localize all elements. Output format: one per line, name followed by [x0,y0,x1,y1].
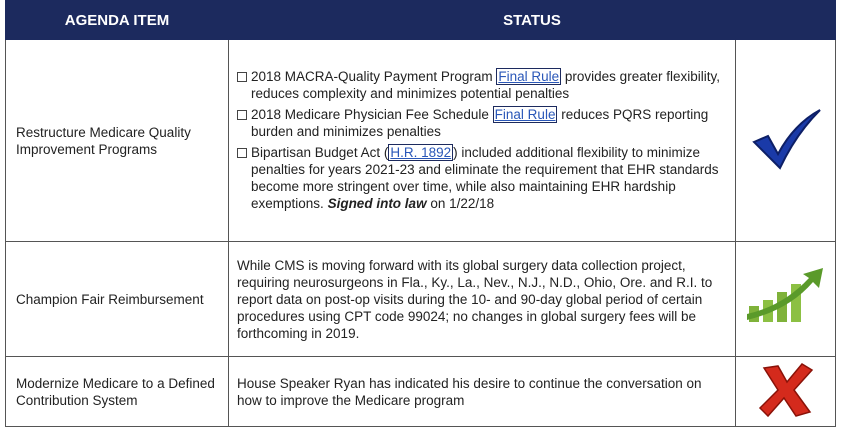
row: Restructure Medicare Quality Improvement… [5,39,836,242]
bullet: 2018 MACRA-Quality Payment Program Final… [237,67,727,102]
row: Champion Fair Reimbursement While CMS is… [5,241,836,357]
text: provides greater flexibility, reduces co… [251,68,720,101]
agenda-table: AGENDA ITEM STATUS Restructure Medicare … [5,0,836,427]
link[interactable]: H.R. 1892 [388,143,454,161]
text: on 1/22/18 [430,195,495,211]
icon-cell [735,356,836,427]
bullet: 2018 Medicare Physician Fee Schedule Fin… [237,105,727,140]
text: 2018 Medicare Physician Fee Schedule [251,106,489,122]
check-icon [751,108,821,170]
text: reduces PQRS reporting burden and minimi… [251,106,709,139]
link[interactable]: Final Rule [492,105,558,123]
link[interactable]: Final Rule [496,67,562,85]
icon-cell [735,39,836,242]
status-cell: House Speaker Ryan has indicated his des… [228,356,736,427]
item-cell: Champion Fair Reimbursement [5,241,229,357]
header-cell: STATUS [228,0,836,40]
row: Modernize Medicare to a Defined Contribu… [5,356,836,427]
success-icon [746,268,823,322]
text: ) included additional flexibility to min… [251,144,719,211]
x-icon [758,362,813,417]
item-cell: Restructure Medicare Quality Improvement… [5,39,229,242]
header-cell: AGENDA ITEM [5,0,229,40]
status-cell: While CMS is moving forward with its glo… [228,241,736,357]
text: Bipartisan Budget Act ( [251,144,389,160]
header-row: AGENDA ITEM STATUS [5,0,836,40]
icon-cell [735,241,836,357]
bold-text: Signed into law [327,195,427,211]
status-cell: 2018 MACRA-Quality Payment Program Final… [228,39,736,242]
item-cell: Modernize Medicare to a Defined Contribu… [5,356,229,427]
text: 2018 MACRA-Quality Payment Program [251,68,493,84]
bullet: Bipartisan Budget Act (H.R. 1892) includ… [237,143,727,212]
